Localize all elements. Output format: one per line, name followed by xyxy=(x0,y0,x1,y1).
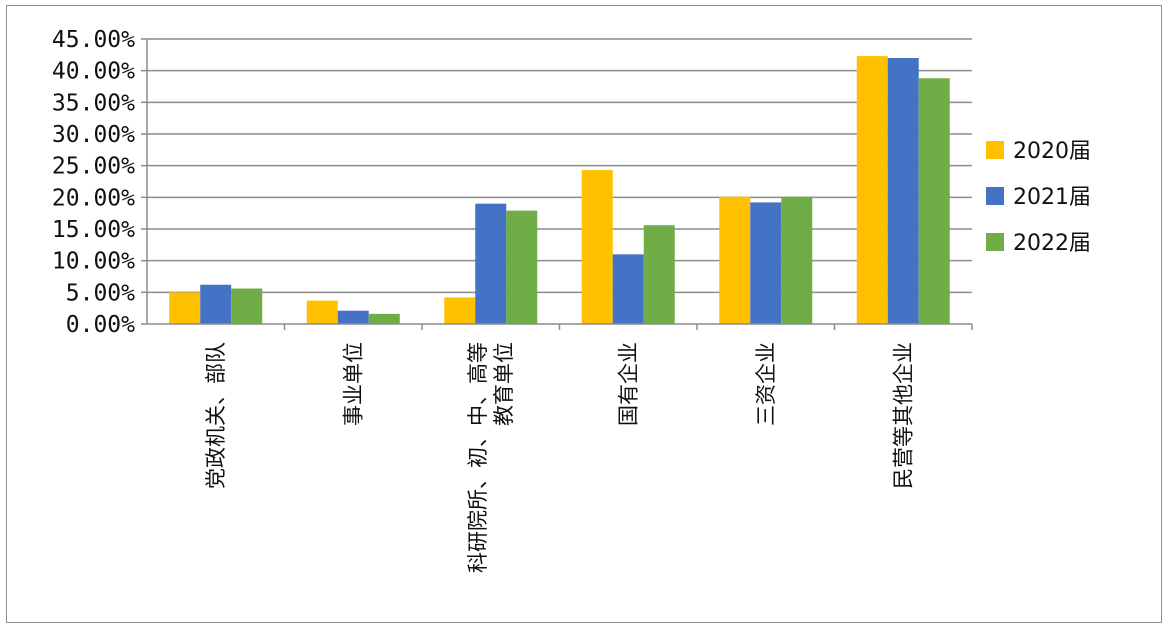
bar-2020届-2 xyxy=(444,297,476,324)
bar-2020届-4 xyxy=(719,196,751,324)
x-category-label: 三资企业 xyxy=(754,342,778,426)
bar-2020届-3 xyxy=(581,170,613,324)
legend-swatch-2020届 xyxy=(986,141,1004,159)
legend-swatch-2022届 xyxy=(986,233,1004,251)
y-tick-labels: 0.00% 5.00% 10.00% 15.00% 20.00% 25.00% 30.00%… xyxy=(52,27,135,338)
bar-2022届-0 xyxy=(231,288,263,324)
bar-2022届-1 xyxy=(368,313,400,324)
bar-2022届-3 xyxy=(643,225,675,324)
bar-2021届-1 xyxy=(337,310,369,324)
y-tick-label: 10.00% xyxy=(52,249,135,275)
y-tick-label: 15.00% xyxy=(52,217,135,243)
y-tick-label: 20.00% xyxy=(52,185,135,211)
bar-2021届-3 xyxy=(612,254,644,324)
legend-swatch-2021届 xyxy=(986,187,1004,205)
bar-2022届-4 xyxy=(781,196,813,324)
bar-2022届-5 xyxy=(918,78,950,325)
x-category-label: 民营等其他企业 xyxy=(891,342,915,489)
bar-2020届-0 xyxy=(169,292,201,324)
x-category-label: 教育单位 xyxy=(492,342,516,426)
legend-label: 2021届 xyxy=(1013,185,1091,210)
bar-2021届-2 xyxy=(475,203,507,324)
bar-2022届-2 xyxy=(506,210,538,324)
y-tick-label: 40.00% xyxy=(52,59,135,85)
legend-label: 2020届 xyxy=(1013,139,1091,164)
bar-2021届-5 xyxy=(887,58,919,324)
y-tick-label: 45.00% xyxy=(52,27,135,53)
axes xyxy=(141,38,973,330)
x-category-labels: 党政机关、部队 事业单位 科研院所、初、中、高等 教育单位 国有企业 三资企业 民营等其他企… xyxy=(204,342,916,573)
bar-2021届-0 xyxy=(200,284,232,324)
y-tick-label: 30.00% xyxy=(52,122,135,148)
bar-2020届-1 xyxy=(306,300,338,324)
bars xyxy=(169,56,950,325)
y-tick-label: 0.00% xyxy=(66,312,135,338)
legend-label: 2022届 xyxy=(1013,231,1091,256)
y-tick-label: 5.00% xyxy=(66,280,135,306)
x-category-label: 党政机关、部队 xyxy=(204,342,228,489)
x-category-label: 科研院所、初、中、高等 xyxy=(466,342,490,573)
y-tick-label: 35.00% xyxy=(52,90,135,116)
gridlines xyxy=(147,38,972,294)
bar-2020届-5 xyxy=(856,56,888,324)
legend: 2020届 2021届 2022届 xyxy=(986,139,1091,256)
bar-2021届-4 xyxy=(750,202,782,324)
x-category-label: 事业单位 xyxy=(341,342,365,426)
y-tick-label: 25.00% xyxy=(52,154,135,180)
x-category-label: 国有企业 xyxy=(616,342,640,426)
